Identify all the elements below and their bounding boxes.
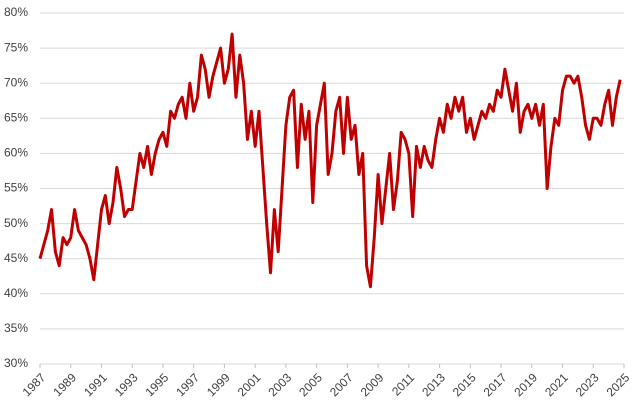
y-tick-label: 50%: [4, 216, 28, 230]
x-tick-label: 1999: [204, 370, 233, 399]
y-tick-label: 60%: [4, 146, 28, 160]
y-tick-label: 65%: [4, 110, 28, 124]
x-tick-label: 2025: [604, 370, 633, 399]
x-tick-label: 1987: [20, 370, 49, 399]
x-tick-label: 2003: [265, 370, 294, 399]
x-tick-label: 1995: [143, 370, 172, 399]
y-tick-label: 35%: [4, 321, 28, 335]
y-tick-label: 70%: [4, 75, 28, 89]
y-tick-label: 45%: [4, 251, 28, 265]
y-tick-label: 30%: [4, 356, 28, 370]
x-tick-label: 1991: [81, 370, 110, 399]
x-tick-label: 2015: [450, 370, 479, 399]
x-tick-label: 1993: [112, 370, 141, 399]
x-tick-label: 2021: [542, 370, 571, 399]
y-tick-label: 55%: [4, 181, 28, 195]
x-tick-label: 2001: [235, 370, 264, 399]
x-tick-label: 2007: [327, 370, 356, 399]
y-tick-label: 75%: [4, 40, 28, 54]
x-tick-label: 2019: [511, 370, 540, 399]
x-tick-label: 2011: [389, 370, 417, 398]
data-line: [38, 32, 622, 289]
x-tick-label: 2023: [573, 370, 602, 399]
x-tick-label: 2017: [481, 370, 510, 399]
x-tick-label: 2005: [296, 370, 325, 399]
x-tick-label: 1997: [173, 370, 202, 399]
x-tick-label: 2013: [419, 370, 448, 399]
x-tick-label: 2009: [358, 370, 387, 399]
y-tick-label: 80%: [4, 5, 28, 19]
x-tick-label: 1989: [50, 370, 79, 399]
y-tick-label: 40%: [4, 286, 28, 300]
